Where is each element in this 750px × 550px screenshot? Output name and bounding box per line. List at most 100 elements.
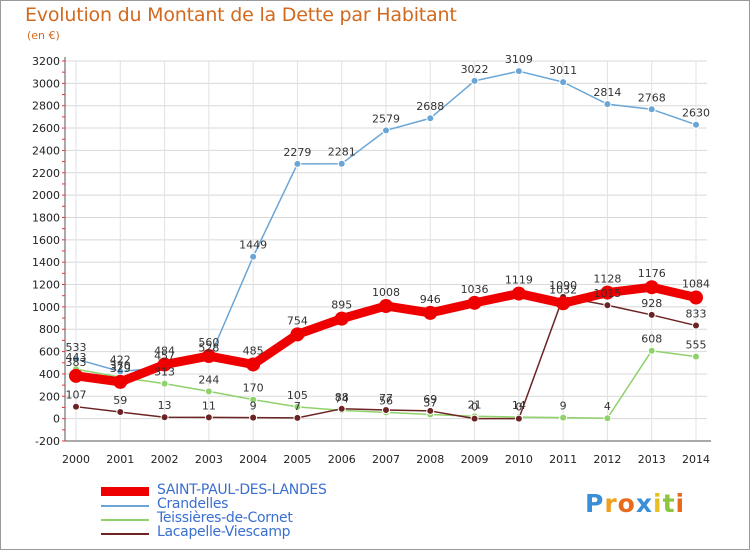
data-point: [603, 414, 612, 423]
data-point: [692, 321, 700, 330]
data-point: [603, 100, 612, 109]
y-tick-label: 400: [39, 368, 60, 381]
y-tick-label: 2000: [32, 189, 60, 202]
x-tick-label: 2011: [549, 453, 577, 466]
data-point: [201, 349, 216, 364]
data-point: [72, 355, 80, 364]
data-label: 1176: [638, 267, 666, 280]
data-point: [160, 379, 169, 388]
x-tick-label: 2009: [461, 453, 489, 466]
data-point: [514, 67, 523, 76]
data-label: 2688: [416, 100, 444, 113]
data-point: [72, 402, 80, 411]
y-tick-label: 1600: [32, 234, 60, 247]
data-label: 1128: [593, 273, 621, 286]
data-label: 1090: [549, 279, 577, 292]
data-label: 383: [66, 356, 87, 369]
data-label: 443: [66, 351, 87, 364]
data-point: [337, 159, 346, 168]
data-label: 370: [110, 359, 131, 372]
data-point: [69, 368, 83, 383]
data-label: 422: [110, 353, 131, 366]
x-tick-label: 2012: [593, 453, 621, 466]
x-tick-labels: 2000 2001 2002 2003 2004 2005 2006 2007 2008 2009…: [62, 453, 710, 466]
data-label: 2579: [372, 112, 400, 125]
y-unit-label: (en €): [27, 29, 60, 42]
data-label: 37: [423, 397, 437, 410]
y-tick-label: 3000: [32, 77, 60, 90]
y-tick-label: -200: [35, 435, 60, 448]
data-label: 74: [335, 392, 349, 405]
data-label: 2768: [638, 91, 666, 104]
data-label: 1449: [239, 239, 267, 252]
data-label: 528: [198, 342, 219, 355]
data-label: 56: [379, 394, 393, 407]
data-point: [337, 404, 346, 413]
data-label: 457: [154, 350, 175, 363]
data-point: [423, 305, 438, 320]
legend-label: SAINT-PAUL-DES-LANDES: [157, 482, 327, 498]
data-label: 14: [512, 399, 526, 412]
y-tick-label: 1200: [32, 279, 60, 292]
y-tick-label: 1800: [32, 211, 60, 224]
data-point: [113, 374, 128, 389]
data-point: [379, 298, 393, 313]
x-tick-label: 2013: [638, 453, 666, 466]
data-point: [334, 311, 349, 326]
legend-label: Teissières-de-Cornet: [157, 510, 293, 526]
data-point: [116, 408, 125, 417]
legend-swatch: [101, 487, 149, 496]
data-label: 833: [686, 308, 707, 321]
data-label: 485: [243, 344, 264, 357]
data-labels: 443 370 313 244 170 105 74 56 37 21 14 9 4 608 555 107 5…: [66, 53, 711, 413]
data-point: [426, 406, 435, 415]
y-tick-label: 2200: [32, 167, 60, 180]
legend-swatch: [101, 505, 149, 507]
x-tick-label: 2010: [505, 453, 533, 466]
series-3: [72, 292, 700, 423]
data-point: [647, 310, 656, 319]
series-group: [69, 67, 703, 423]
data-label: 2630: [682, 107, 710, 120]
data-point: [559, 78, 568, 87]
data-label: 4: [604, 400, 611, 413]
data-point: [600, 285, 615, 300]
data-label: 0: [471, 401, 478, 414]
logo-letter: i: [653, 489, 663, 518]
y-tick-label: 1000: [32, 301, 60, 314]
data-point: [293, 413, 302, 422]
data-point: [514, 414, 523, 423]
data-point: [426, 114, 435, 123]
data-point: [556, 296, 571, 311]
data-point: [467, 295, 482, 310]
data-label: 7: [294, 400, 301, 413]
data-point: [290, 327, 305, 342]
data-label: 1119: [505, 274, 533, 287]
data-point: [249, 395, 258, 404]
data-label: 754: [287, 314, 308, 327]
data-label: 105: [287, 389, 308, 402]
x-tick-label: 2014: [682, 453, 710, 466]
data-label: 0: [515, 401, 522, 414]
data-label: 3109: [505, 53, 533, 66]
data-point: [160, 413, 169, 422]
legend-label: Crandelles: [157, 496, 229, 512]
logo-letter: r: [604, 489, 618, 518]
data-label: 2281: [328, 146, 356, 159]
data-label: 3022: [461, 63, 489, 76]
data-label: 1032: [549, 283, 577, 296]
data-label: 946: [420, 293, 441, 306]
legend-swatch: [101, 533, 149, 535]
data-point: [647, 105, 656, 114]
y-tick-label: 2800: [32, 100, 60, 113]
x-tick-label: 2000: [62, 453, 90, 466]
data-label: 1008: [372, 286, 400, 299]
data-point: [692, 120, 700, 129]
y-tick-label: 200: [39, 390, 60, 403]
data-point: [647, 346, 656, 355]
data-label: 1036: [461, 283, 489, 296]
data-label: 313: [154, 366, 175, 379]
data-label: 69: [423, 393, 437, 406]
